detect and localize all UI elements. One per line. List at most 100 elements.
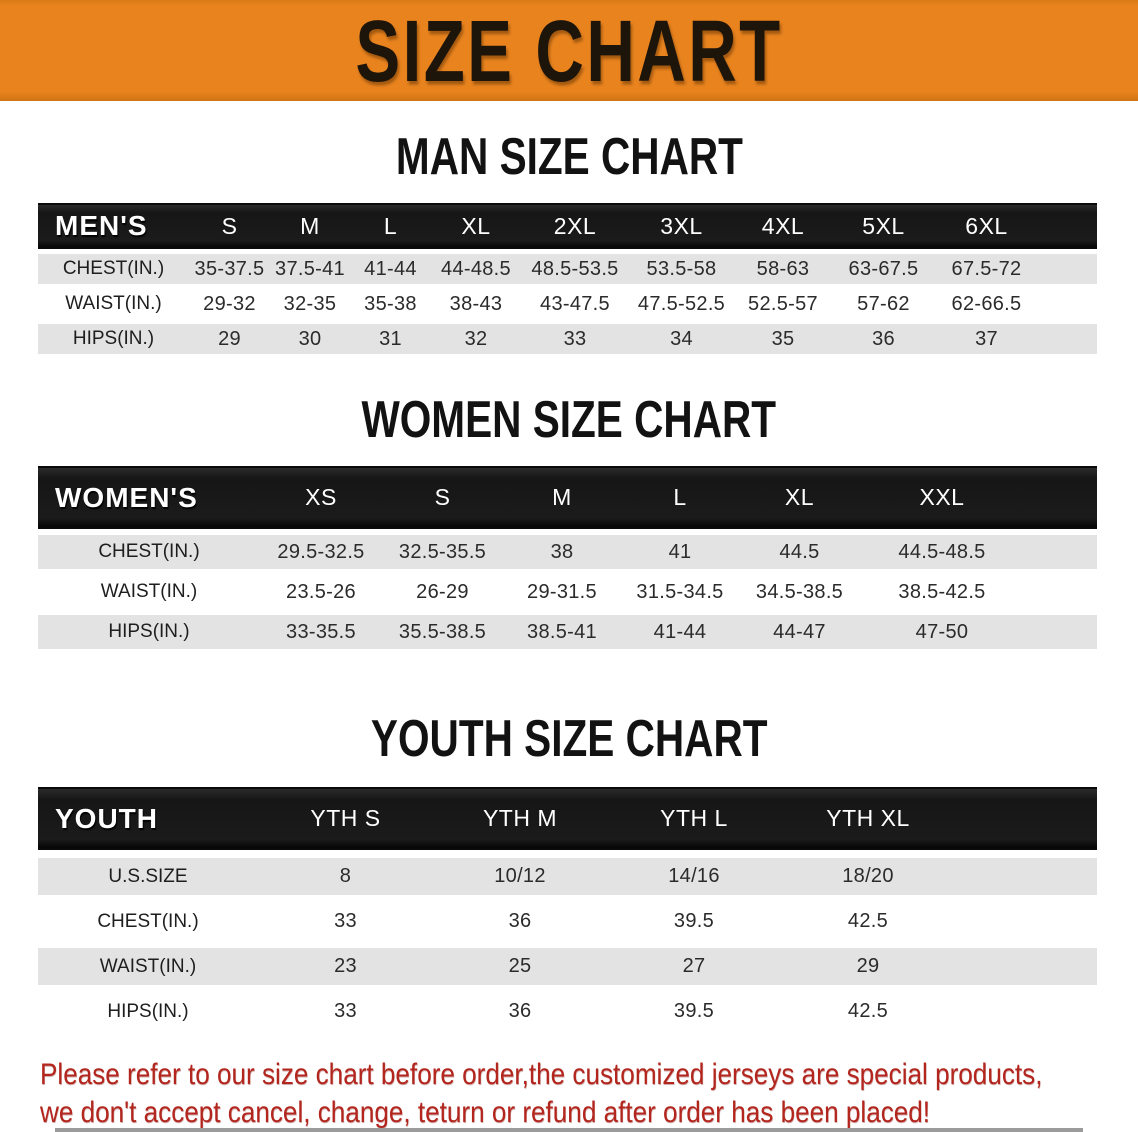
disclaimer-line-1: Please refer to our size chart before or… — [40, 1058, 1043, 1091]
women-section-title: WOMEN SIZE CHART — [0, 394, 1138, 446]
table-row-waist: WAIST(IN.) 23.5-26 26-29 29-31.5 31.5-34… — [38, 575, 1097, 609]
cell: 36 — [508, 910, 532, 932]
cell: 33 — [563, 327, 587, 350]
men-size-table: MEN'S S M L XL 2XL 3XL 4XL 5XL 6XL CHEST… — [38, 203, 1097, 354]
cell: 39.5 — [673, 1000, 715, 1022]
column-header: YTH L — [660, 805, 728, 831]
table-row-waist: WAIST(IN.) 29-32 32-35 35-38 38-43 43-47… — [38, 289, 1097, 319]
youth-table-header-label: YOUTH — [55, 802, 158, 834]
table-row-chest: CHEST(IN.) 29.5-32.5 32.5-35.5 38 41 44.… — [38, 535, 1097, 569]
table-row-ussize: U.S.SIZE 8 10/12 14/16 18/20 — [38, 858, 1097, 895]
column-header: L — [383, 212, 398, 239]
men-section-title: MAN SIZE CHART — [0, 131, 1138, 183]
cell: 31.5-34.5 — [636, 580, 724, 603]
cell: 44.5 — [779, 540, 820, 563]
cell: 33-35.5 — [286, 620, 356, 643]
cell: 42.5 — [847, 1000, 889, 1022]
row-label: HIPS(IN.) — [107, 1000, 189, 1022]
cell: 27 — [682, 955, 706, 977]
cell: 48.5-53.5 — [531, 257, 619, 280]
row-label: U.S.SIZE — [108, 865, 188, 887]
cell: 52.5-57 — [748, 292, 818, 315]
column-header: 3XL — [660, 212, 703, 239]
cell: 44.5-48.5 — [898, 540, 986, 563]
cell: 38 — [550, 540, 574, 563]
cell: 41 — [668, 540, 692, 563]
column-header: M — [300, 212, 320, 239]
cell: 29.5-32.5 — [277, 540, 365, 563]
table-row-hips: HIPS(IN.) 33 36 39.5 42.5 — [38, 993, 1097, 1030]
row-label: HIPS(IN.) — [72, 328, 155, 349]
women-section-title-text: WOMEN SIZE CHART — [361, 391, 777, 449]
column-header: 2XL — [553, 212, 597, 239]
cell: 35-37.5 — [194, 257, 265, 280]
women-size-table: WOMEN'S XS S M L XL XXL CHEST(IN.) 29.5-… — [38, 466, 1097, 649]
row-label: WAIST(IN.) — [100, 581, 198, 602]
cell: 32-35 — [283, 292, 337, 315]
cell: 34.5-38.5 — [755, 580, 844, 603]
row-label: WAIST(IN.) — [65, 293, 162, 314]
cell: 42.5 — [847, 910, 889, 932]
cell: 35.5-38.5 — [398, 620, 487, 643]
column-header: L — [673, 484, 687, 510]
women-table-header-label: WOMEN'S — [55, 481, 198, 513]
column-header: YTH M — [482, 805, 558, 831]
banner: SIZE CHART — [0, 0, 1138, 101]
cell: 47-50 — [915, 620, 969, 643]
table-row-chest: CHEST(IN.) 33 36 39.5 42.5 — [38, 903, 1097, 940]
cell: 8 — [339, 865, 352, 887]
cell: 31 — [379, 327, 402, 350]
column-header: YTH S — [310, 805, 381, 831]
cell: 34 — [670, 327, 693, 350]
column-header: XL — [784, 484, 815, 510]
cell: 41-44 — [653, 620, 707, 643]
cell: 57-62 — [857, 292, 910, 315]
row-label: CHEST(IN.) — [62, 258, 165, 279]
table-row-hips: HIPS(IN.) 29 30 31 32 33 34 35 36 37 — [38, 324, 1097, 354]
cell: 33 — [334, 1000, 357, 1022]
youth-table-header-row: YOUTH YTH S YTH M YTH L YTH XL — [38, 787, 1097, 850]
column-header: XXL — [919, 484, 965, 510]
cell: 33 — [334, 910, 357, 932]
men-table-header-row: MEN'S S M L XL 2XL 3XL 4XL 5XL 6XL — [38, 203, 1097, 249]
cell: 36 — [508, 1000, 532, 1022]
column-header: YTH XL — [826, 805, 910, 831]
cell: 14/16 — [668, 865, 720, 887]
cell: 32.5-35.5 — [398, 540, 487, 563]
cell: 53.5-58 — [646, 257, 717, 280]
bottom-divider — [55, 1128, 1083, 1132]
cell: 44-47 — [773, 620, 826, 643]
cell: 44-48.5 — [441, 257, 511, 280]
cell: 26-29 — [416, 580, 469, 603]
cell: 58-63 — [756, 257, 810, 280]
cell: 29 — [856, 955, 880, 977]
cell: 39.5 — [673, 910, 715, 932]
table-row-waist: WAIST(IN.) 23 25 27 29 — [38, 948, 1097, 985]
cell: 62-66.5 — [951, 292, 1022, 315]
youth-section-title-text: YOUTH SIZE CHART — [370, 710, 768, 768]
cell: 67.5-72 — [951, 257, 1022, 280]
cell: 38.5-42.5 — [898, 580, 986, 603]
cell: 63-67.5 — [848, 257, 919, 280]
table-row-hips: HIPS(IN.) 33-35.5 35.5-38.5 38.5-41 41-4… — [38, 615, 1097, 649]
column-header: S — [221, 212, 238, 239]
cell: 29-32 — [203, 292, 256, 315]
cell: 32 — [464, 327, 488, 350]
youth-section-title: YOUTH SIZE CHART — [0, 713, 1138, 765]
row-label: HIPS(IN.) — [108, 621, 190, 642]
row-label: CHEST(IN.) — [97, 910, 199, 932]
column-header: 4XL — [761, 212, 805, 239]
cell: 29 — [218, 327, 241, 350]
cell: 38-43 — [449, 292, 503, 315]
column-header: 5XL — [862, 212, 905, 239]
cell: 23.5-26 — [286, 580, 356, 603]
disclaimer-line-2: we don't accept cancel, change, teturn o… — [40, 1095, 931, 1129]
column-header: 6XL — [965, 212, 1008, 239]
cell: 41-44 — [364, 257, 417, 280]
cell: 36 — [872, 327, 895, 350]
cell: 35 — [771, 327, 795, 350]
cell: 38.5-41 — [527, 620, 597, 643]
page-title: SIZE CHART — [355, 1, 783, 100]
column-header: S — [434, 484, 451, 510]
column-header: XS — [305, 484, 337, 510]
